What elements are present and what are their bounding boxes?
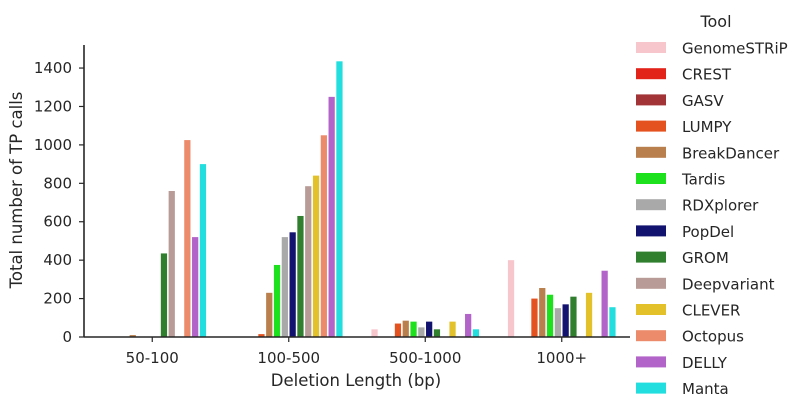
y-tick-label-1200: 1200 xyxy=(34,97,72,115)
x-axis-label: Deletion Length (bp) xyxy=(271,371,441,390)
bars-group xyxy=(129,61,616,338)
bar-grom-1000 xyxy=(570,296,577,337)
legend-swatch-octopus xyxy=(636,330,666,342)
bar-breakdancer-100-500 xyxy=(266,292,273,337)
x-axis-ticks: 50-100 100-500 500-1000 1000+ xyxy=(126,337,587,367)
x-tick-label-50-100: 50-100 xyxy=(126,349,179,367)
legend-label-rdxplorer: RDXplorer xyxy=(682,197,759,215)
bar-delly-100-500 xyxy=(328,96,335,338)
bar-octopus-50-100 xyxy=(184,140,191,337)
bar-popdel-500-1000 xyxy=(426,321,433,337)
bar-lumpy-1000 xyxy=(531,298,538,337)
legend-label-crest: CREST xyxy=(682,66,732,84)
bar-lumpy-500-1000 xyxy=(394,323,402,337)
legend-label-popdel: PopDel xyxy=(682,223,734,241)
legend-swatch-crest xyxy=(636,68,666,80)
bar-breakdancer-50-100 xyxy=(129,335,136,337)
legend-swatch-grom xyxy=(636,251,666,263)
legend-swatch-popdel xyxy=(636,225,666,237)
y-axis-ticks: 0 200 400 600 800 1000 1200 1400 xyxy=(34,59,84,346)
bar-popdel-100-500 xyxy=(289,232,296,337)
bar-manta-50-100 xyxy=(199,164,207,337)
bar-rdxplorer-500-1000 xyxy=(418,327,425,337)
bar-genomestrip-500-1000 xyxy=(371,329,378,337)
legend-label-delly: DELLY xyxy=(682,354,728,372)
legend-label-octopus: Octopus xyxy=(682,328,744,346)
bar-breakdancer-1000 xyxy=(539,288,546,337)
bar-clever-500-1000 xyxy=(449,321,456,337)
legend-swatch-deepvariant xyxy=(636,277,666,289)
legend-label-manta: Manta xyxy=(682,380,729,398)
bar-rdxplorer-100-500 xyxy=(281,237,288,337)
legend-label-breakdancer: BreakDancer xyxy=(682,144,780,162)
bar-manta-1000 xyxy=(609,307,616,337)
legend-swatch-lumpy xyxy=(636,120,666,132)
bar-deepvariant-50-100 xyxy=(168,191,175,337)
bar-grom-100-500 xyxy=(297,215,304,337)
legend-swatch-rdxplorer xyxy=(636,199,666,211)
y-tick-label-400: 400 xyxy=(43,251,72,269)
bar-grom-50-100 xyxy=(160,253,168,337)
bar-deepvariant-100-500 xyxy=(305,186,312,337)
bar-tardis-100-500 xyxy=(273,264,281,337)
legend-label-grom: GROM xyxy=(682,249,729,267)
legend-swatch-breakdancer xyxy=(636,146,666,158)
legend-label-lumpy: LUMPY xyxy=(682,118,732,136)
x-tick-label-1000: 1000+ xyxy=(536,349,587,367)
legend: Tool GenomeSTRiP CREST GASV LUMPY BreakDance… xyxy=(636,12,788,398)
legend-label-deepvariant: Deepvariant xyxy=(682,275,775,293)
y-axis-label: Total number of TP calls xyxy=(7,92,26,290)
bar-clever-100-500 xyxy=(312,175,320,337)
legend-label-gasv: GASV xyxy=(682,92,724,110)
legend-title: Tool xyxy=(699,12,731,31)
legend-swatch-gasv xyxy=(636,94,666,106)
bar-delly-1000 xyxy=(601,270,608,337)
legend-swatch-clever xyxy=(636,304,666,315)
legend-label-tardis: Tardis xyxy=(681,171,725,189)
x-tick-label-500-1000: 500-1000 xyxy=(389,349,461,367)
bar-manta-500-1000 xyxy=(472,329,480,337)
y-tick-label-800: 800 xyxy=(43,174,72,192)
bar-clever-1000 xyxy=(585,292,593,337)
legend-swatch-tardis xyxy=(636,173,666,184)
bar-manta-100-500 xyxy=(336,61,343,337)
bar-rdxplorer-1000 xyxy=(554,308,561,337)
legend-label-genomestrip: GenomeSTRiP xyxy=(682,40,788,58)
legend-swatch-delly xyxy=(636,356,666,368)
bar-tardis-500-1000 xyxy=(410,321,417,337)
y-tick-label-600: 600 xyxy=(43,213,72,231)
bar-tardis-1000 xyxy=(546,294,554,337)
legend-swatch-manta xyxy=(636,382,666,394)
bar-octopus-100-500 xyxy=(320,135,327,337)
bar-delly-50-100 xyxy=(192,237,199,337)
y-tick-label-1400: 1400 xyxy=(34,59,72,77)
x-tick-label-100-500: 100-500 xyxy=(257,349,320,367)
bar-grom-500-1000 xyxy=(433,329,441,337)
bar-breakdancer-500-1000 xyxy=(402,320,409,337)
y-tick-label-0: 0 xyxy=(62,328,72,346)
bar-lumpy-100-500 xyxy=(258,334,265,337)
legend-swatch-genomestrip xyxy=(636,42,666,53)
y-tick-label-200: 200 xyxy=(43,290,72,308)
bar-delly-500-1000 xyxy=(465,313,472,337)
y-tick-label-1000: 1000 xyxy=(34,136,72,154)
legend-label-clever: CLEVER xyxy=(682,302,740,320)
bar-popdel-1000 xyxy=(562,304,569,337)
bar-genomestrip-1000 xyxy=(507,260,515,337)
